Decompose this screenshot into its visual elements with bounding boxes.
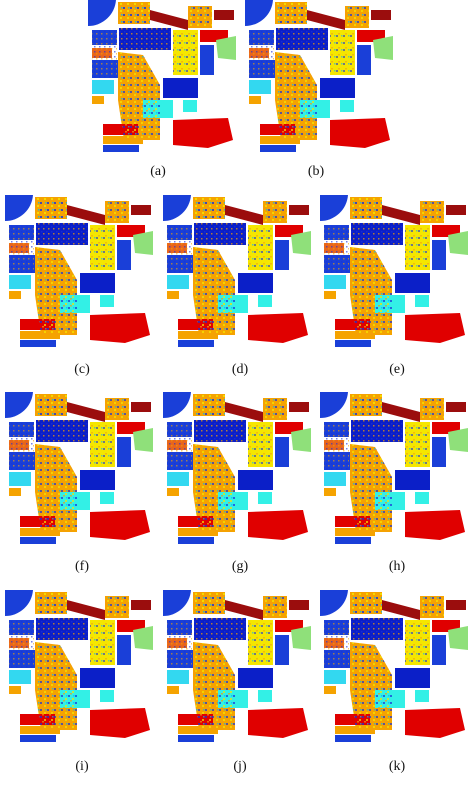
panel-label: (i): [75, 759, 89, 774]
panel-label: (g): [232, 559, 249, 574]
classification-map: [163, 590, 311, 742]
panel-label: (e): [389, 362, 405, 377]
classification-map: [320, 590, 468, 742]
classification-map: [163, 195, 311, 347]
panel-label: (j): [233, 759, 247, 774]
classification-map: [5, 590, 153, 742]
panel-label: (k): [389, 759, 406, 774]
classification-map: [320, 392, 468, 544]
panel-label: (a): [150, 164, 166, 179]
classification-map: [320, 195, 468, 347]
panel-label: (c): [74, 362, 90, 377]
classification-map: [245, 0, 393, 152]
classification-map: [5, 392, 153, 544]
classification-map: [88, 0, 236, 152]
classification-map: [5, 195, 153, 347]
panel-label: (d): [232, 362, 249, 377]
panel-label: (b): [308, 164, 325, 179]
panel-label: (f): [75, 559, 89, 574]
classification-map: [163, 392, 311, 544]
panel-label: (h): [389, 559, 406, 574]
